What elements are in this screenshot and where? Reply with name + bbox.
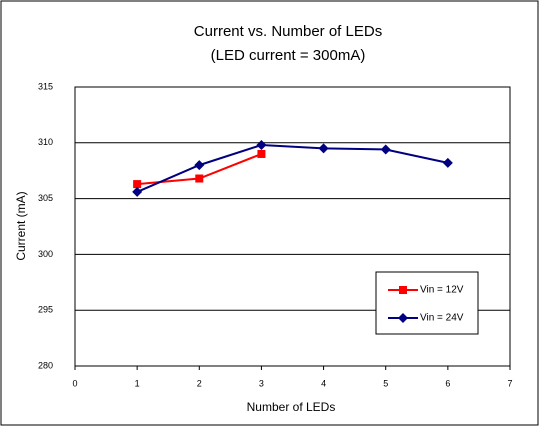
marker [257,149,266,158]
marker [132,186,143,197]
y-tick-label: 315 [38,81,53,91]
y-tick-label: 295 [38,305,53,315]
x-tick-label: 3 [259,378,264,388]
marker [399,286,407,294]
marker [442,157,453,168]
marker [195,174,204,183]
marker [194,160,205,171]
x-tick-label: 5 [383,378,388,388]
marker [380,144,391,155]
marker [133,180,142,189]
x-tick-label: 6 [445,378,450,388]
chart-subtitle: (LED current = 300mA) [211,47,366,64]
x-axis-label: Number of LEDs [247,400,336,414]
legend [375,271,479,335]
plot-area [74,86,511,367]
x-tick-label: 2 [197,378,202,388]
x-tick-label: 7 [507,378,512,388]
marker [398,313,408,323]
y-tick-label: 310 [38,137,53,147]
y-tick-label: 280 [38,360,53,370]
y-tick-label: 300 [38,249,53,259]
series-line [136,144,449,193]
legend-label: Vin = 12V [420,285,464,296]
marker [318,143,329,154]
chart-title: Current vs. Number of LEDs [194,23,382,40]
legend-label: Vin = 24V [420,313,464,324]
marker [256,140,267,151]
y-axis-label: Current (mA) [14,191,28,260]
x-tick-label: 1 [135,378,140,388]
x-tick-label: 4 [321,378,326,388]
x-tick-label: 0 [72,378,77,388]
y-tick-label: 305 [38,193,53,203]
